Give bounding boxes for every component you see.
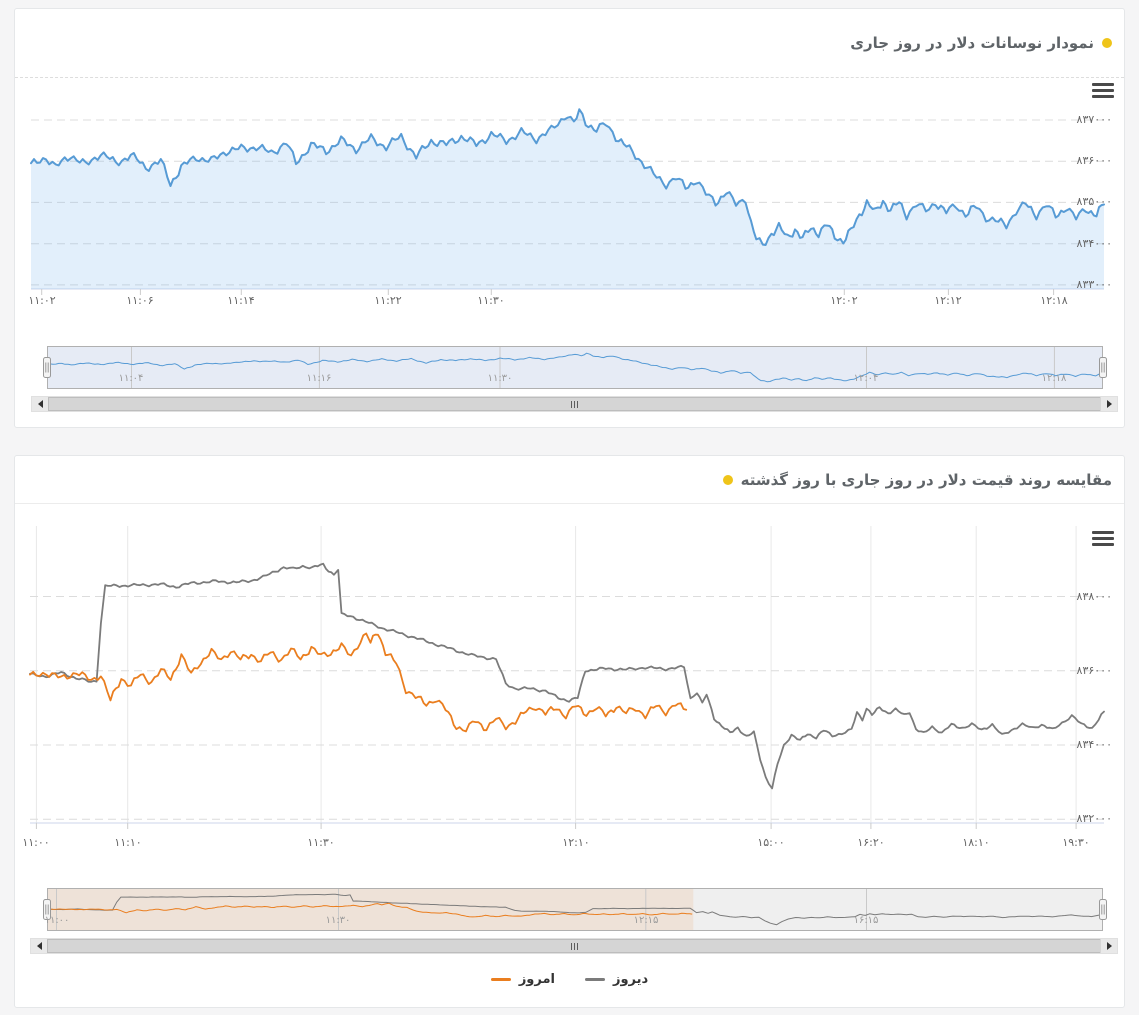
bullet-icon bbox=[722, 474, 733, 485]
navigator-handle-right[interactable] bbox=[1099, 357, 1107, 378]
chart-title: نمودار نوسانات دلار در روز جاری bbox=[850, 34, 1094, 52]
y-axis-label: ۸۳۲۰۰۰ bbox=[1076, 812, 1112, 825]
x-axis-label: ۱۱:۲۲ bbox=[374, 294, 402, 307]
navigator[interactable] bbox=[43, 346, 1107, 389]
x-axis-label: ۱۶:۲۰ bbox=[857, 836, 885, 849]
y-axis-label: ۸۳۸۰۰۰ bbox=[1076, 590, 1112, 603]
navigator-label: ۱۲:۱۸ bbox=[1041, 373, 1067, 384]
plot-area[interactable] bbox=[30, 87, 1105, 298]
navigator-handle-left[interactable] bbox=[43, 357, 51, 378]
plot-area[interactable] bbox=[29, 526, 1105, 832]
scrollbar[interactable] bbox=[31, 396, 1118, 412]
x-axis-label: ۱۸:۱۰ bbox=[962, 836, 990, 849]
scroll-right-icon bbox=[1106, 942, 1112, 950]
navigator-handle-right[interactable] bbox=[1099, 899, 1107, 920]
x-axis-label: ۱۱:۳۰ bbox=[477, 294, 505, 307]
x-axis-label: ۱۵:۰۰ bbox=[757, 836, 785, 849]
navigator-label: ۱۱:۰۰ bbox=[44, 915, 70, 926]
x-axis-label: ۱۲:۰۲ bbox=[830, 294, 858, 307]
scroll-right-icon bbox=[1106, 400, 1112, 408]
legend-item-yesterday[interactable]: دیروز bbox=[584, 972, 649, 987]
series-area-fill bbox=[31, 109, 1104, 289]
scrollbar[interactable] bbox=[30, 938, 1118, 954]
scrollbar-left-button[interactable] bbox=[31, 939, 48, 953]
navigator-label: ۱۱:۱۶ bbox=[306, 373, 332, 384]
legend-marker-today bbox=[490, 978, 511, 981]
comparison-chart: ۸۳۸۰۰۰ ۸۳۶۰۰۰ ۸۳۴۰۰۰ ۸۳۲۰۰۰ ۱۱:۰۰ ۱۱:۱۰ ۱۱:۳۰ ۱… bbox=[15, 456, 1124, 1007]
navigator-label: ۱۲:۰۴ bbox=[853, 373, 879, 384]
series-line bbox=[29, 632, 688, 733]
x-axis-label: ۱۲:۱۰ bbox=[562, 836, 590, 849]
navigator-label: ۱۱:۳۰ bbox=[325, 915, 351, 926]
chart-title: مقایسه روند قیمت دلار در روز جاری با روز… bbox=[740, 470, 1112, 489]
scrollbar-thumb[interactable] bbox=[48, 397, 1101, 411]
scroll-left-icon bbox=[36, 942, 42, 950]
y-axis-label: ۸۳۴۰۰۰ bbox=[1076, 237, 1112, 250]
navigator-label: ۱۶:۱۵ bbox=[853, 915, 879, 926]
x-axis-label: ۱۱:۱۴ bbox=[227, 294, 255, 307]
series-line bbox=[29, 562, 1105, 790]
x-axis-label: ۱۱:۰۲ bbox=[28, 294, 56, 307]
scrollbar-right-button[interactable] bbox=[1100, 397, 1117, 411]
x-axis-label: ۱۱:۰۶ bbox=[126, 294, 154, 307]
chart-menu-button[interactable] bbox=[1090, 81, 1116, 100]
x-axis-label: ۱۹:۳۰ bbox=[1062, 836, 1090, 849]
y-axis-label: ۸۳۵۰۰۰ bbox=[1076, 195, 1112, 208]
navigator-series-line bbox=[46, 352, 1104, 383]
y-axis-label: ۸۳۶۰۰۰ bbox=[1076, 664, 1112, 677]
navigator[interactable] bbox=[43, 888, 1107, 931]
card-header: نمودار نوسانات دلار در روز جاری bbox=[15, 9, 1124, 78]
legend-label-today: امروز bbox=[518, 972, 555, 987]
navigator-series-line bbox=[47, 893, 1104, 926]
legend-marker-yesterday bbox=[584, 978, 605, 981]
y-axis-label: ۸۳۶۰۰۰ bbox=[1076, 154, 1112, 167]
x-axis-label: ۱۱:۳۰ bbox=[307, 836, 335, 849]
legend-item-today[interactable]: امروز bbox=[490, 972, 555, 987]
navigator-mask bbox=[47, 888, 694, 931]
bullet-icon bbox=[1102, 38, 1112, 48]
dollar-fluctuations-card: نمودار نوسانات دلار در روز جاری ۸۳۷۰۰۰ ۸۳… bbox=[14, 8, 1125, 428]
y-axis-label: ۸۳۴۰۰۰ bbox=[1076, 738, 1112, 751]
navigator-label: ۱۱:۳۰ bbox=[487, 373, 513, 384]
scrollbar-thumb[interactable] bbox=[47, 939, 1101, 953]
comparison-card: مقایسه روند قیمت دلار در روز جاری با روز… bbox=[14, 455, 1125, 1008]
scrollbar-left-button[interactable] bbox=[32, 397, 49, 411]
y-axis-label: ۸۳۷۰۰۰ bbox=[1076, 113, 1112, 126]
card-header: مقایسه روند قیمت دلار در روز جاری با روز… bbox=[15, 456, 1124, 504]
chart-menu-button[interactable] bbox=[1090, 529, 1116, 548]
hamburger-icon bbox=[1092, 531, 1114, 534]
series-line bbox=[30, 108, 1105, 246]
navigator-label: ۱۲:۱۵ bbox=[633, 915, 659, 926]
navigator-mask bbox=[47, 346, 1103, 389]
y-axis-label: ۸۳۳۰۰۰ bbox=[1076, 278, 1112, 291]
scrollbar-right-button[interactable] bbox=[1100, 939, 1117, 953]
x-axis-label: ۱۱:۰۰ bbox=[22, 836, 50, 849]
x-axis-label: ۱۱:۱۰ bbox=[114, 836, 142, 849]
legend-label-yesterday: دیروز bbox=[612, 972, 649, 987]
x-axis-label: ۱۲:۱۲ bbox=[934, 294, 962, 307]
navigator-label: ۱۱:۰۴ bbox=[118, 373, 144, 384]
fluctuations-chart: ۸۳۷۰۰۰ ۸۳۶۰۰۰ ۸۳۵۰۰۰ ۸۳۴۰۰۰ ۸۳۳۰۰۰ ۱۱:۰۲ ۱۱:۰۶… bbox=[15, 9, 1124, 427]
navigator-mask bbox=[47, 888, 1103, 931]
navigator-series-line bbox=[46, 902, 693, 918]
scroll-left-icon bbox=[37, 400, 43, 408]
navigator-handle-left[interactable] bbox=[43, 899, 51, 920]
hamburger-icon bbox=[1092, 83, 1114, 86]
x-axis-label: ۱۲:۱۸ bbox=[1040, 294, 1068, 307]
legend: امروز دیروز bbox=[15, 972, 1124, 987]
